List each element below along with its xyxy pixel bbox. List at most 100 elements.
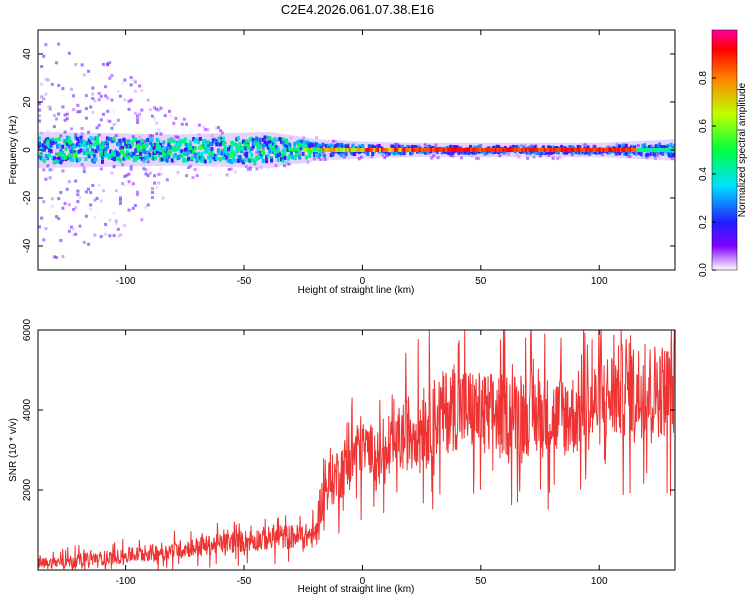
spectral-cell xyxy=(391,144,395,149)
spectral-cell xyxy=(551,156,555,160)
spectral-cell xyxy=(41,143,45,148)
spectral-cell xyxy=(87,154,91,159)
spectral-cell xyxy=(260,150,266,156)
spectral-cell xyxy=(108,119,112,123)
spectral-cell xyxy=(89,207,93,211)
spectral-cell xyxy=(445,148,449,152)
spectral-cell xyxy=(80,163,84,167)
spectral-cell xyxy=(339,142,343,147)
spectral-cell xyxy=(327,148,331,152)
spectral-cell xyxy=(57,112,61,116)
spectral-cell xyxy=(129,144,133,149)
spectral-cell xyxy=(152,144,156,149)
spectral-cell xyxy=(239,145,245,151)
spectral-cell xyxy=(52,125,56,129)
spectral-cell xyxy=(131,206,135,210)
x-tick-label: -50 xyxy=(237,276,252,287)
spectral-cell xyxy=(485,150,489,155)
spectral-cell xyxy=(131,184,135,188)
spectral-cell xyxy=(276,157,280,162)
spectral-cell xyxy=(120,138,124,143)
spectral-cell xyxy=(483,148,487,152)
spectral-cell xyxy=(221,142,225,147)
snr-y-label: SNR (10 * v/v) xyxy=(8,418,19,482)
spectral-cell xyxy=(110,139,114,144)
spectral-cell xyxy=(93,233,97,237)
spectral-cell xyxy=(131,78,135,82)
spectral-cell xyxy=(107,155,111,160)
spectral-cell xyxy=(138,158,142,162)
spectral-cell xyxy=(291,155,295,160)
spectral-cell xyxy=(545,150,549,155)
spectral-cell xyxy=(87,187,91,191)
spectral-cell xyxy=(93,216,97,220)
colorbar-tick-label: 0.4 xyxy=(698,167,709,181)
spectral-cell xyxy=(71,143,75,148)
spectral-cell xyxy=(67,146,71,150)
spectral-cell xyxy=(540,148,544,152)
snr-x-ticks: -100 -50 0 50 100 xyxy=(116,330,608,587)
spectral-cell xyxy=(447,151,451,156)
spectral-cell xyxy=(511,148,515,152)
spectral-cell xyxy=(500,148,504,152)
spectral-cell xyxy=(197,123,201,127)
spectral-cell xyxy=(132,155,136,160)
spectral-cell xyxy=(585,150,589,155)
spectral-cell xyxy=(594,148,598,152)
spectral-cell xyxy=(77,157,81,162)
spectral-cell xyxy=(127,99,131,103)
spectral-cell xyxy=(135,155,139,160)
spectral-cell xyxy=(150,134,154,138)
spectral-cell xyxy=(57,151,63,157)
spectral-cell xyxy=(231,156,235,161)
spectral-cell xyxy=(270,145,274,150)
spectral-cell xyxy=(118,94,122,98)
snr-frame xyxy=(37,329,676,571)
spectral-cell xyxy=(48,165,52,169)
spectral-cell xyxy=(72,150,76,155)
spectral-cell xyxy=(84,156,88,161)
spectral-cell xyxy=(112,123,116,127)
spectral-cell xyxy=(384,148,388,152)
spectral-cell xyxy=(93,198,97,202)
spectral-cell xyxy=(231,150,235,155)
spectral-cell xyxy=(459,156,463,160)
spectral-cell xyxy=(213,140,217,145)
spectral-cell xyxy=(439,148,443,152)
spectral-cell xyxy=(69,182,73,186)
spectral-cell xyxy=(245,151,249,156)
spectral-cell xyxy=(95,196,99,200)
spectral-cell xyxy=(91,148,95,153)
spectral-cell xyxy=(129,140,133,145)
spectral-cell xyxy=(177,142,183,148)
spectral-cell xyxy=(324,148,328,152)
spectral-cell xyxy=(99,153,103,158)
spectral-cell xyxy=(321,142,325,147)
spectral-cell xyxy=(202,156,206,161)
spectral-cell xyxy=(56,159,60,164)
spectral-cell xyxy=(265,159,269,164)
spectral-cell xyxy=(142,104,146,108)
spectral-cell xyxy=(110,74,114,78)
spectral-cell xyxy=(105,144,109,149)
spectral-cell xyxy=(192,137,196,142)
spectral-cell xyxy=(112,234,116,238)
spectral-cell xyxy=(307,149,313,155)
spectral-cell xyxy=(86,147,90,152)
spectral-cell xyxy=(450,151,454,156)
spectral-cell xyxy=(410,150,414,155)
spectral-cell xyxy=(127,155,131,160)
spectral-cell xyxy=(477,157,481,161)
spectral-cell xyxy=(253,160,257,165)
spectral-cell xyxy=(248,166,252,170)
spectral-cell xyxy=(228,145,232,150)
spectral-cell xyxy=(223,131,227,135)
spectral-cell xyxy=(630,148,634,152)
spectral-cell xyxy=(114,156,118,161)
spectral-cell xyxy=(47,144,51,149)
spectral-cell xyxy=(644,153,648,158)
spectral-cell xyxy=(230,150,234,155)
spectral-cell xyxy=(144,150,148,155)
spectral-cell xyxy=(217,148,221,153)
spectral-cell xyxy=(399,151,403,156)
